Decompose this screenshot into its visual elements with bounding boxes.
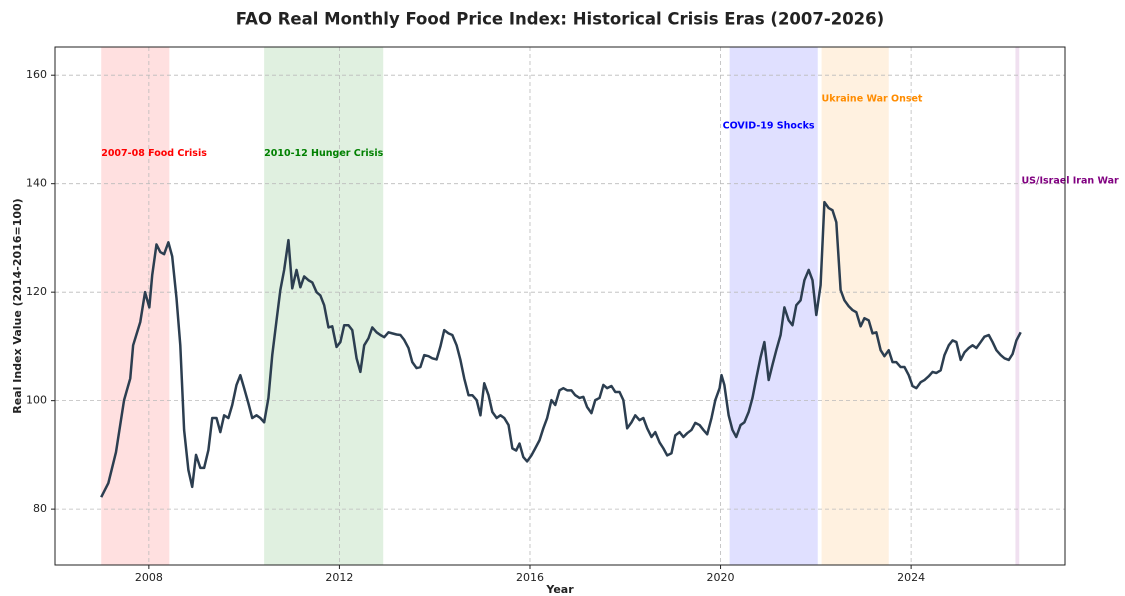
y-tick-label: 100	[26, 394, 47, 407]
x-tick-label: 2020	[707, 571, 735, 584]
era-label: US/Israel Iran War	[1021, 175, 1119, 186]
y-tick-label: 140	[26, 177, 47, 190]
plot-frame	[54, 46, 1066, 566]
y-tick-label: 160	[26, 68, 47, 81]
era-label: COVID-19 Shocks	[723, 121, 815, 132]
era-band	[1015, 47, 1020, 565]
era-label: 2010-12 Hunger Crisis	[264, 148, 383, 159]
era-band	[729, 47, 818, 565]
era-band	[101, 47, 170, 565]
era-band	[821, 47, 889, 565]
data-line	[100, 200, 1022, 498]
y-tick-label: 80	[33, 502, 47, 515]
y-axis-label: Real Index Value (2014-2016=100)	[11, 198, 24, 413]
x-tick-label: 2012	[325, 571, 353, 584]
x-tick-label: 2008	[135, 571, 163, 584]
chart-title: FAO Real Monthly Food Price Index: Histo…	[236, 10, 884, 29]
x-axis-label: Year	[545, 583, 574, 596]
y-tick-label: 120	[26, 285, 47, 298]
era-label: Ukraine War Onset	[822, 94, 923, 105]
era-label: 2007-08 Food Crisis	[101, 148, 207, 159]
x-tick-label: 2024	[897, 571, 925, 584]
x-tick-label: 2016	[516, 571, 544, 584]
